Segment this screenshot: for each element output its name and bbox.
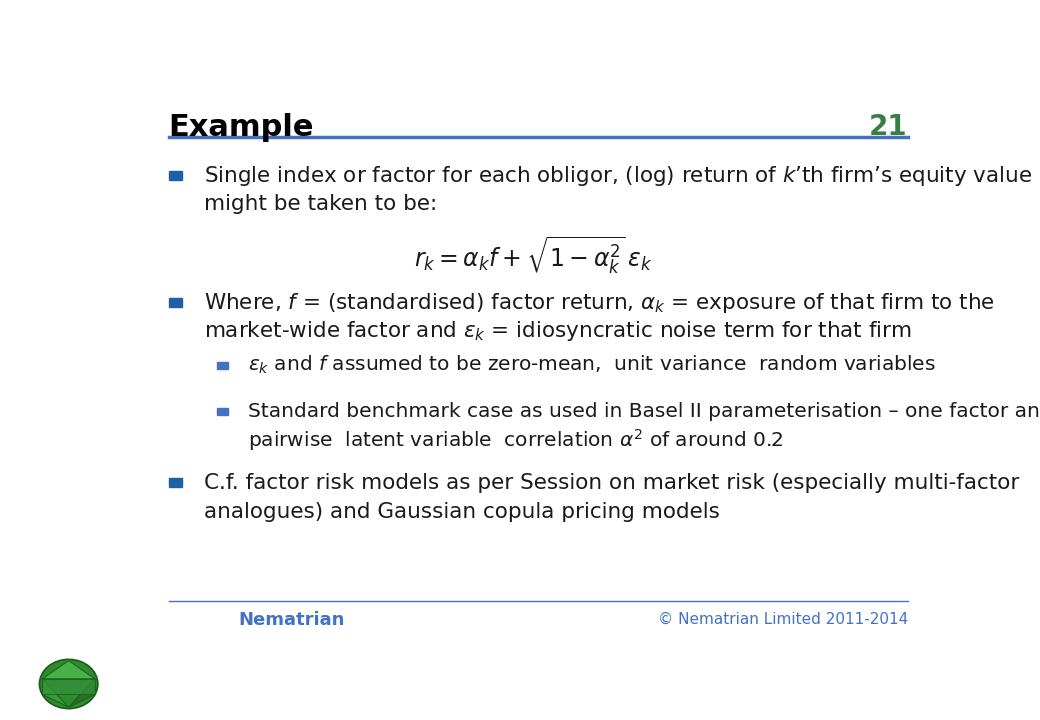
Text: Example: Example — [168, 113, 314, 142]
Text: Standard benchmark case as used in Basel II parameterisation – one factor and: Standard benchmark case as used in Basel… — [248, 402, 1040, 421]
Polygon shape — [43, 661, 95, 679]
Text: $r_k = \alpha_k f + \sqrt{1 - \alpha_k^2}\, \varepsilon_k$: $r_k = \alpha_k f + \sqrt{1 - \alpha_k^2… — [414, 234, 652, 276]
Bar — [217, 361, 228, 369]
Bar — [168, 478, 182, 487]
Polygon shape — [43, 679, 95, 694]
Text: pairwise  latent variable  correlation $\alpha^2$ of around 0.2: pairwise latent variable correlation $\a… — [248, 427, 783, 452]
Polygon shape — [43, 679, 69, 707]
Bar — [168, 171, 182, 179]
Text: Single index or factor for each obligor, (log) return of $k$’th firm’s equity va: Single index or factor for each obligor,… — [204, 163, 1033, 188]
Text: Where, $f$ = (standardised) factor return, $\alpha_k$ = exposure of that firm to: Where, $f$ = (standardised) factor retur… — [204, 291, 995, 315]
Bar — [168, 298, 182, 307]
Ellipse shape — [40, 660, 98, 708]
Text: might be taken to be:: might be taken to be: — [204, 194, 438, 214]
Bar — [217, 408, 228, 415]
Text: C.f. factor risk models as per Session on market risk (especially multi-factor: C.f. factor risk models as per Session o… — [204, 473, 1019, 492]
Text: analogues) and Gaussian copula pricing models: analogues) and Gaussian copula pricing m… — [204, 502, 720, 521]
Text: 21: 21 — [869, 113, 908, 141]
Text: Nematrian: Nematrian — [239, 611, 345, 629]
Text: © Nematrian Limited 2011-2014: © Nematrian Limited 2011-2014 — [657, 612, 908, 627]
Text: $\varepsilon_k$ and $f$ assumed to be zero-mean,  unit variance  random variable: $\varepsilon_k$ and $f$ assumed to be ze… — [248, 354, 935, 377]
Text: market-wide factor and $\varepsilon_k$ = idiosyncratic noise term for that firm: market-wide factor and $\varepsilon_k$ =… — [204, 320, 912, 343]
Polygon shape — [69, 679, 95, 707]
